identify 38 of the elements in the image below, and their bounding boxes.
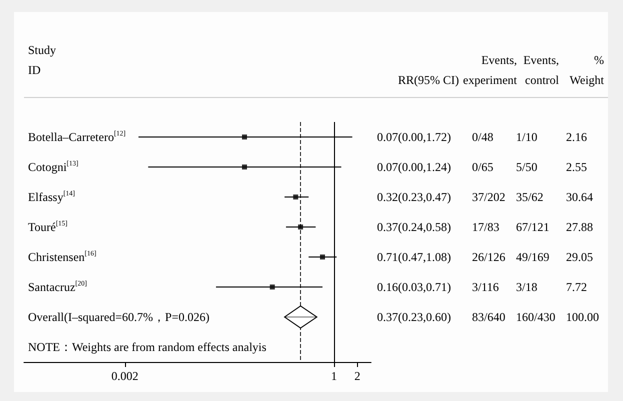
text: 5/50 [516, 160, 538, 174]
text: Events, experiment [463, 53, 518, 87]
text: 2.16 [566, 130, 587, 144]
text: 0/65 [472, 160, 494, 174]
text: 27.88 [566, 220, 593, 234]
text: 3/116 [472, 280, 499, 294]
x-tick-label: 2 [354, 369, 360, 383]
text: 0.07(0.00,1.72) [377, 130, 451, 144]
text: 83/640 [472, 310, 506, 324]
text: 0.71(0.47,1.08) [377, 250, 451, 264]
text: 2.55 [566, 160, 587, 174]
x-tick-label: 0.002 [111, 369, 138, 383]
text: % Weight [570, 53, 605, 87]
text: 67/121 [516, 220, 550, 234]
text: 29.05 [566, 250, 593, 264]
text: 160/430 [516, 310, 556, 324]
text: 0.37(0.23,0.60) [377, 310, 451, 324]
text: 100.00 [566, 310, 599, 324]
text: 35/62 [516, 190, 544, 204]
text: 7.72 [566, 280, 587, 294]
text: 1/10 [516, 130, 538, 144]
y-tick-label: Overall(I–squared=60.7%，P=0.026) [28, 310, 210, 324]
text: Events, control [523, 53, 560, 87]
text: 26/126 [472, 250, 506, 264]
x-tick-label: 1 [331, 369, 338, 383]
text: 49/169 [516, 250, 550, 264]
annotation: NOTE：Weights are from random effects analyis [28, 340, 267, 354]
y-axis-title: Study ID [28, 43, 56, 77]
text: 30.64 [566, 190, 593, 204]
text: 0.07(0.00,1.24) [377, 160, 451, 174]
text: 3/18 [516, 280, 538, 294]
text: 0.16(0.03,0.71) [377, 280, 451, 294]
text: RR(95% CI) [398, 73, 459, 87]
text: 37/202 [472, 190, 506, 204]
text: 0.37(0.24,0.58) [377, 220, 451, 234]
text: 17/83 [472, 220, 500, 234]
text: 0/48 [472, 130, 494, 144]
text: 0.32(0.23,0.47) [377, 190, 451, 204]
